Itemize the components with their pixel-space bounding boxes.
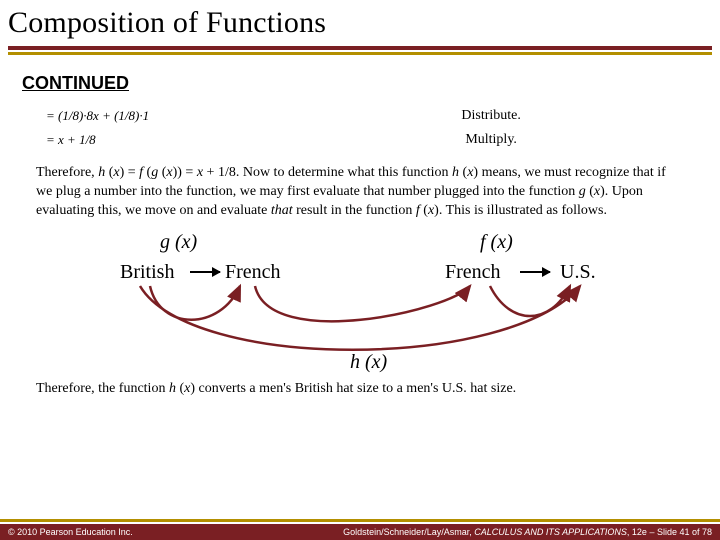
title-rule-gold bbox=[8, 52, 712, 55]
step-1-math: = (1/8)·8x + (1/8)·1 bbox=[40, 104, 302, 128]
step-1-explain: Distribute. bbox=[302, 104, 680, 128]
composition-diagram: g (x) f (x) British French French U.S. h… bbox=[40, 231, 680, 381]
var-h: h bbox=[169, 381, 176, 396]
table-row: = (1/8)·8x + (1/8)·1 Distribute. bbox=[40, 104, 680, 128]
footer-rule-gold bbox=[0, 519, 720, 522]
copyright-text: © 2010 Pearson Education Inc. bbox=[8, 527, 133, 537]
text: ) converts a men's British hat size to a… bbox=[190, 381, 516, 396]
curve-french-french bbox=[255, 286, 470, 321]
slide-footer: © 2010 Pearson Education Inc. Goldstein/… bbox=[0, 519, 720, 540]
continued-label: CONTINUED bbox=[22, 73, 720, 94]
step-2-math: = x + 1/8 bbox=[40, 128, 302, 152]
text: + 1/8. Now to determine what this functi… bbox=[203, 165, 452, 180]
var-h: h bbox=[452, 165, 459, 180]
work-steps-table: = (1/8)·8x + (1/8)·1 Distribute. = x + 1… bbox=[40, 104, 680, 152]
text: ( bbox=[459, 165, 467, 180]
table-row: = x + 1/8 Multiply. bbox=[40, 128, 680, 152]
footer-right: Goldstein/Schneider/Lay/Asmar, CALCULUS … bbox=[343, 527, 712, 537]
text: ( bbox=[143, 165, 151, 180]
step-2-explain: Multiply. bbox=[302, 128, 680, 152]
text: result in the function bbox=[293, 203, 416, 218]
var-g: g bbox=[579, 184, 586, 199]
text: ( bbox=[420, 203, 428, 218]
text: ) = bbox=[120, 165, 140, 180]
footer-bar: © 2010 Pearson Education Inc. Goldstein/… bbox=[0, 524, 720, 540]
text: Therefore, the function bbox=[36, 381, 169, 396]
flow-curves bbox=[40, 231, 680, 381]
title-rule-brand bbox=[8, 46, 712, 50]
curve-french-us bbox=[490, 286, 570, 316]
conclusion-paragraph: Therefore, the function h (x) converts a… bbox=[36, 381, 684, 397]
em-that: that bbox=[271, 203, 293, 218]
footer-title: CALCULUS AND ITS APPLICATIONS bbox=[474, 527, 627, 537]
slide-title: Composition of Functions bbox=[0, 0, 720, 40]
text: Therefore, bbox=[36, 165, 98, 180]
text: ( bbox=[586, 184, 594, 199]
text: ( bbox=[176, 381, 184, 396]
text: ). This is illustrated as follows. bbox=[434, 203, 607, 218]
text: )) = bbox=[173, 165, 197, 180]
curve-brit-french bbox=[150, 286, 240, 320]
explanatory-paragraph: Therefore, h (x) = f (g (x)) = x + 1/8. … bbox=[36, 164, 684, 221]
footer-tail: , 12e – Slide 41 of 78 bbox=[627, 527, 712, 537]
footer-credits: Goldstein/Schneider/Lay/Asmar, bbox=[343, 527, 474, 537]
